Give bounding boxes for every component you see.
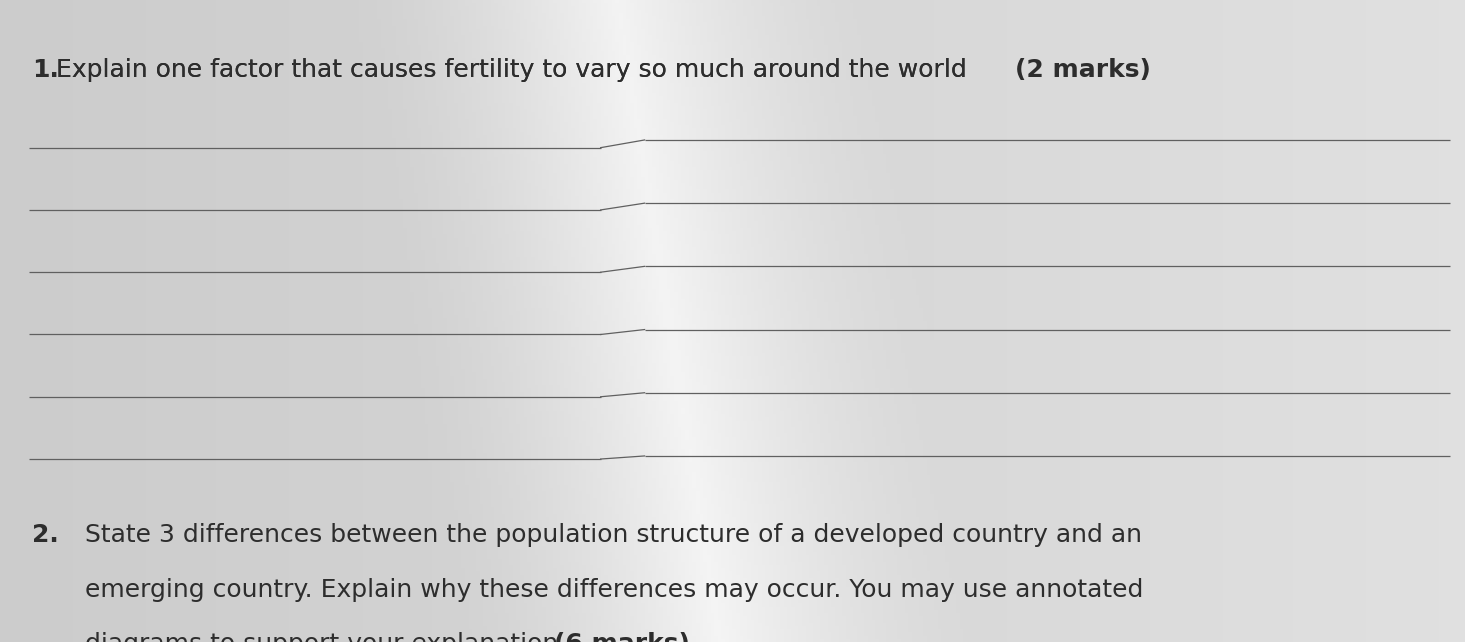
Text: 2.: 2.: [32, 523, 59, 547]
Text: Explain one factor that causes fertility to vary so much around the world: Explain one factor that causes fertility…: [56, 58, 974, 82]
Text: State 3 differences between the population structure of a developed country and : State 3 differences between the populati…: [85, 523, 1143, 547]
Text: diagrams to support your explanation.: diagrams to support your explanation.: [85, 632, 582, 642]
Text: Explain one factor that causes fertility to vary so much around the world: Explain one factor that causes fertility…: [56, 58, 983, 82]
Text: Explain one factor that causes fertility to vary so much around the world (2 mar: Explain one factor that causes fertility…: [56, 58, 1096, 82]
Text: (2 marks): (2 marks): [1015, 58, 1151, 82]
Text: emerging country. Explain why these differences may occur. You may use annotated: emerging country. Explain why these diff…: [85, 578, 1143, 602]
Text: 1.: 1.: [32, 58, 59, 82]
Text: (6 marks): (6 marks): [554, 632, 690, 642]
